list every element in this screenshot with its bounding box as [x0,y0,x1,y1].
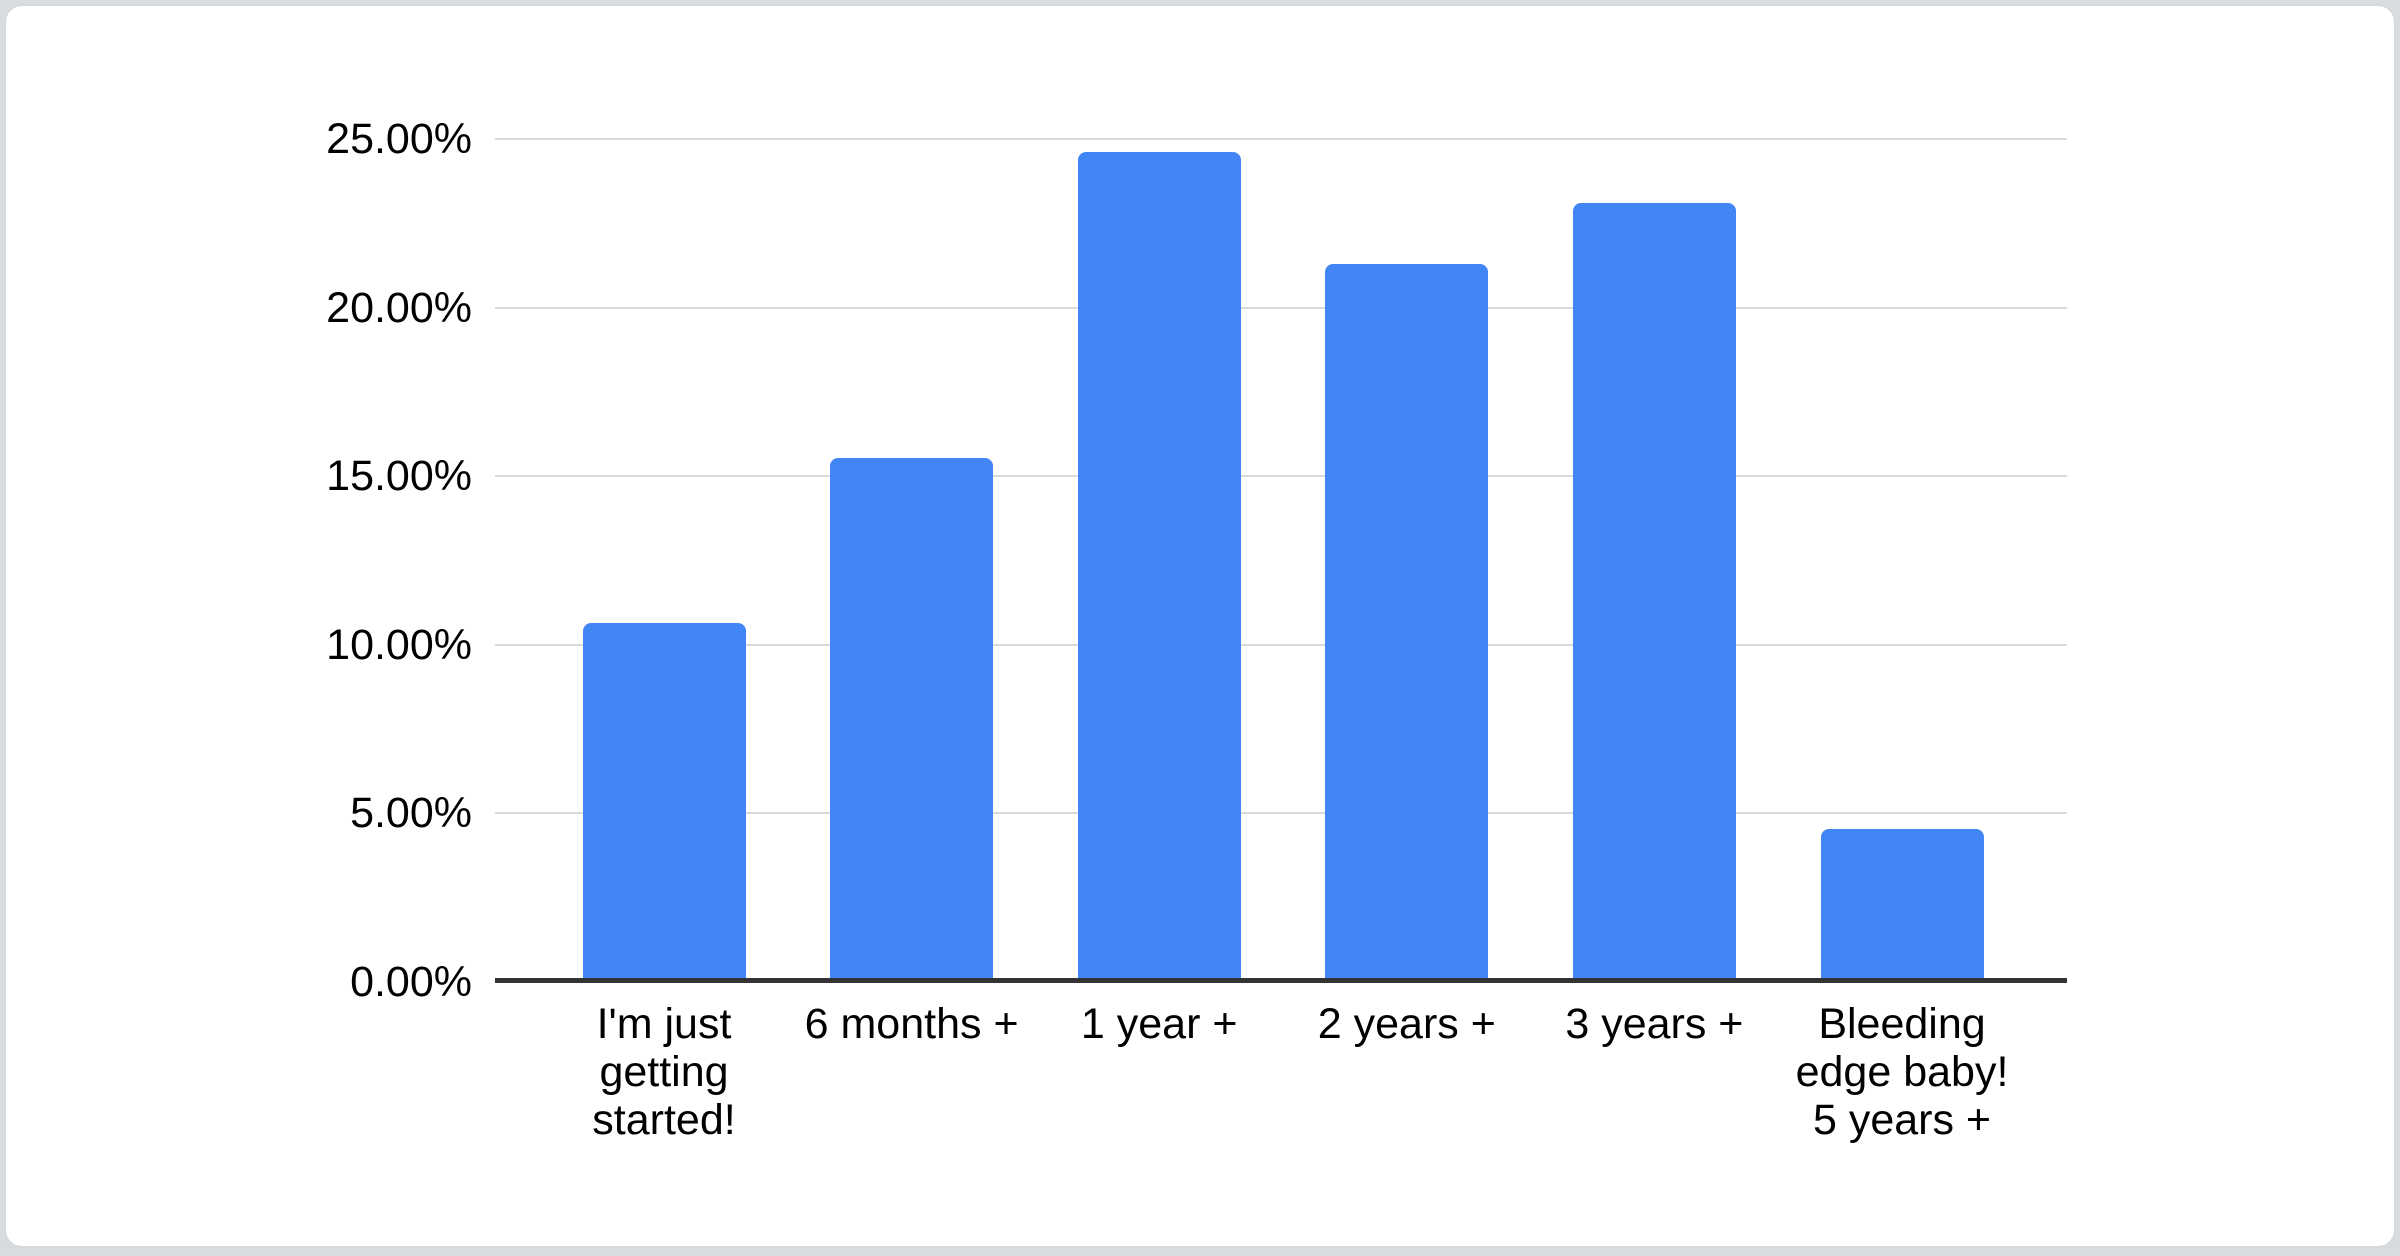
x-axis-category-label: 1 year + [1080,1000,1238,1048]
x-axis-category-label: Bleeding edge baby! 5 years + [1795,1000,2009,1144]
x-axis-category-label: 6 months + [804,1000,1019,1048]
x-axis-line [495,978,2067,983]
bar-4[interactable] [1325,263,1489,982]
bar-6[interactable] [1820,828,1984,982]
gridline [495,475,2067,478]
y-axis-tick-label: 15.00% [326,452,472,501]
gridline [495,138,2067,140]
y-axis-tick-label: 25.00% [326,115,472,163]
y-axis-tick-label: 5.00% [350,789,472,838]
y-axis-tick-label: 10.00% [326,620,472,669]
bar-1[interactable] [582,622,746,982]
gridline [495,812,2067,815]
bar-5[interactable] [1572,203,1736,982]
x-axis-category-label: I'm just getting started! [592,1000,736,1144]
x-axis-category-label: 2 years + [1317,1000,1496,1048]
y-axis-tick-label: 0.00% [350,958,472,1006]
x-axis-category-label: 3 years + [1565,1000,1744,1048]
chart-card: 0.00% 5.00% 10.00% 15.00% 20.00% 25.00% I'm j… [4,4,2396,1248]
gridline [495,643,2067,646]
y-axis-tick-label: 20.00% [326,283,472,332]
bar-3[interactable] [1077,152,1241,982]
gridline [495,306,2067,309]
bar-chart-plot-area: 0.00% 5.00% 10.00% 15.00% 20.00% 25.00% I'm j… [6,6,2394,1246]
bar-2[interactable] [830,457,994,982]
